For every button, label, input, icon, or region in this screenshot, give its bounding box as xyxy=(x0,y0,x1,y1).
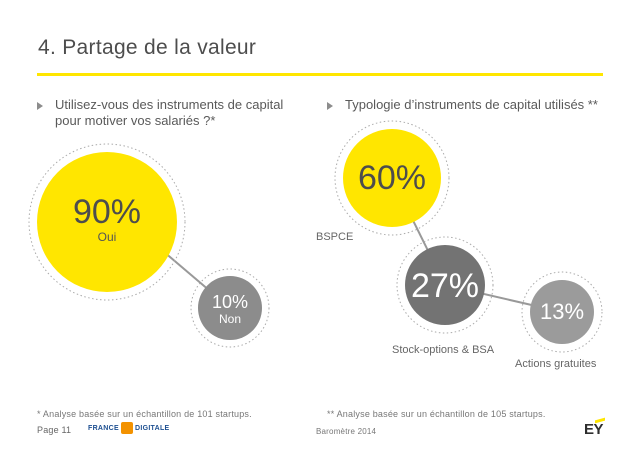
right-footnote: ** Analyse basée sur un échantillon de 1… xyxy=(327,409,546,419)
page-number: Page 11 xyxy=(37,425,72,435)
france-digitale-logo: FRANCE DIGITALE xyxy=(88,420,170,436)
non-value: 10% xyxy=(211,292,249,312)
bullet-icon xyxy=(37,102,43,110)
logo-mark-icon xyxy=(120,422,133,434)
bubble-stock xyxy=(405,245,485,325)
barometre-label: Baromètre 2014 xyxy=(316,427,377,436)
outer-ring-oui xyxy=(28,143,186,301)
bubble-non xyxy=(198,276,262,340)
non-label: Non xyxy=(218,312,241,326)
page-title: 4. Partage de la valeur xyxy=(38,36,257,59)
actions-value: 13% xyxy=(539,299,585,324)
bubble-actions xyxy=(530,280,594,344)
title-underline xyxy=(37,73,603,76)
ey-logo: EY xyxy=(584,417,605,439)
bullet-icon-2 xyxy=(327,102,333,110)
oui-label: Oui xyxy=(97,230,117,244)
outer-ring-bspce xyxy=(334,120,450,236)
right-question: Typologie d’instruments de capital utili… xyxy=(345,97,598,112)
oui-value: 90% xyxy=(72,193,142,231)
actions-label: Actions gratuites xyxy=(515,358,597,370)
left-footnote: * Analyse basée sur un échantillon de 10… xyxy=(37,409,252,419)
outer-ring-non xyxy=(190,268,270,348)
bubble-oui xyxy=(37,152,177,292)
outer-ring-actions xyxy=(521,271,603,353)
bubble-bspce xyxy=(343,129,441,227)
left-question: Utilisez-vous des instruments de capital… xyxy=(55,97,284,128)
stock-value: 27% xyxy=(410,267,480,305)
stock-label: Stock-options & BSA xyxy=(392,344,495,356)
bspce-label: BSPCE xyxy=(316,231,354,243)
outer-ring-stock xyxy=(396,236,494,334)
bspce-value: 60% xyxy=(357,159,427,197)
